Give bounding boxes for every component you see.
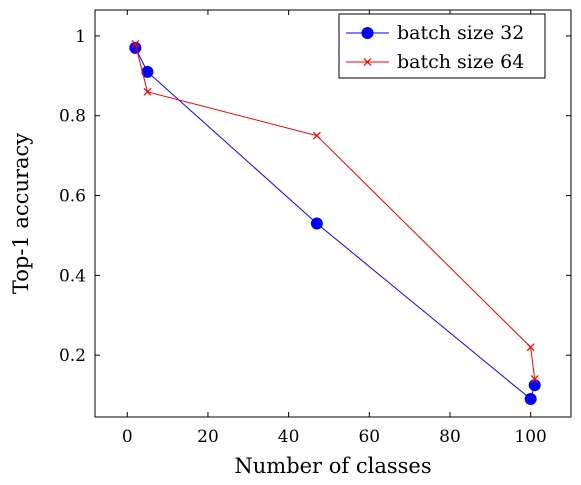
series-layer — [129, 39, 541, 406]
data-point — [143, 87, 152, 96]
data-point — [310, 217, 323, 230]
series-line — [134, 47, 536, 400]
series-line — [134, 43, 536, 380]
x-axis-label: Number of classes — [234, 454, 431, 478]
x-tick-label: 40 — [278, 427, 300, 447]
data-point — [528, 379, 541, 392]
series-batch-size-64 — [131, 39, 539, 384]
y-axis-label: Top-1 accuracy — [9, 133, 33, 294]
legend-marker-batch-32 — [361, 27, 374, 39]
series-batch-size-32 — [129, 41, 541, 406]
x-tick-label: 100 — [514, 427, 546, 447]
y-tick-label: 0.4 — [59, 266, 86, 286]
data-point — [524, 393, 537, 406]
x-tick-label: 0 — [122, 427, 133, 447]
x-tick-label: 60 — [358, 427, 380, 447]
plot-area-frame — [94, 9, 572, 418]
y-tick-label: 0.8 — [59, 107, 86, 127]
x-tick-label: 20 — [197, 427, 219, 447]
data-point — [131, 39, 140, 48]
legend-marker-batch-64 — [363, 58, 372, 66]
data-point — [129, 41, 142, 54]
y-tick-label: 0.2 — [59, 346, 86, 366]
legend-label-batch-64: batch size 64 — [397, 51, 524, 73]
legend: batch size 32 batch size 64 — [338, 13, 546, 79]
data-point — [530, 375, 539, 384]
x-tick-label: 80 — [439, 427, 461, 447]
legend-box — [338, 13, 546, 79]
data-point — [526, 343, 535, 352]
axis-ticks: 0 20 40 60 80 100 0.2 0.4 0.6 0.8 1 — [59, 10, 571, 447]
y-tick-label: 0.6 — [59, 187, 86, 207]
legend-label-batch-32: batch size 32 — [397, 22, 524, 44]
data-point — [312, 131, 321, 140]
y-tick-label: 1 — [75, 27, 86, 47]
